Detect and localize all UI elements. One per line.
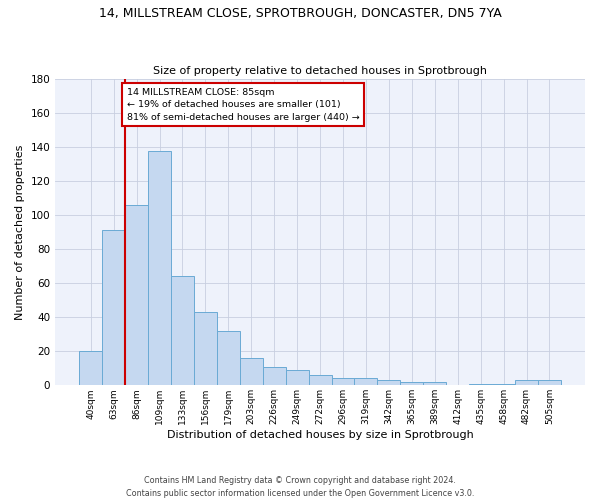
Bar: [125, 205, 148, 386]
Bar: [332, 378, 355, 386]
Bar: [538, 380, 561, 386]
Bar: [79, 352, 102, 386]
Bar: [217, 331, 240, 386]
Bar: [102, 230, 125, 386]
Bar: [148, 150, 171, 386]
Text: Contains HM Land Registry data © Crown copyright and database right 2024.
Contai: Contains HM Land Registry data © Crown c…: [126, 476, 474, 498]
Bar: [492, 384, 515, 386]
Title: Size of property relative to detached houses in Sprotbrough: Size of property relative to detached ho…: [153, 66, 487, 76]
Bar: [171, 276, 194, 386]
Bar: [240, 358, 263, 386]
Bar: [423, 382, 446, 386]
Bar: [515, 380, 538, 386]
Bar: [194, 312, 217, 386]
Bar: [286, 370, 308, 386]
Bar: [469, 384, 492, 386]
Y-axis label: Number of detached properties: Number of detached properties: [15, 144, 25, 320]
X-axis label: Distribution of detached houses by size in Sprotbrough: Distribution of detached houses by size …: [167, 430, 473, 440]
Bar: [355, 378, 377, 386]
Text: 14 MILLSTREAM CLOSE: 85sqm
← 19% of detached houses are smaller (101)
81% of sem: 14 MILLSTREAM CLOSE: 85sqm ← 19% of deta…: [127, 88, 360, 122]
Bar: [400, 382, 423, 386]
Bar: [263, 366, 286, 386]
Text: 14, MILLSTREAM CLOSE, SPROTBROUGH, DONCASTER, DN5 7YA: 14, MILLSTREAM CLOSE, SPROTBROUGH, DONCA…: [98, 8, 502, 20]
Bar: [308, 375, 332, 386]
Bar: [377, 380, 400, 386]
